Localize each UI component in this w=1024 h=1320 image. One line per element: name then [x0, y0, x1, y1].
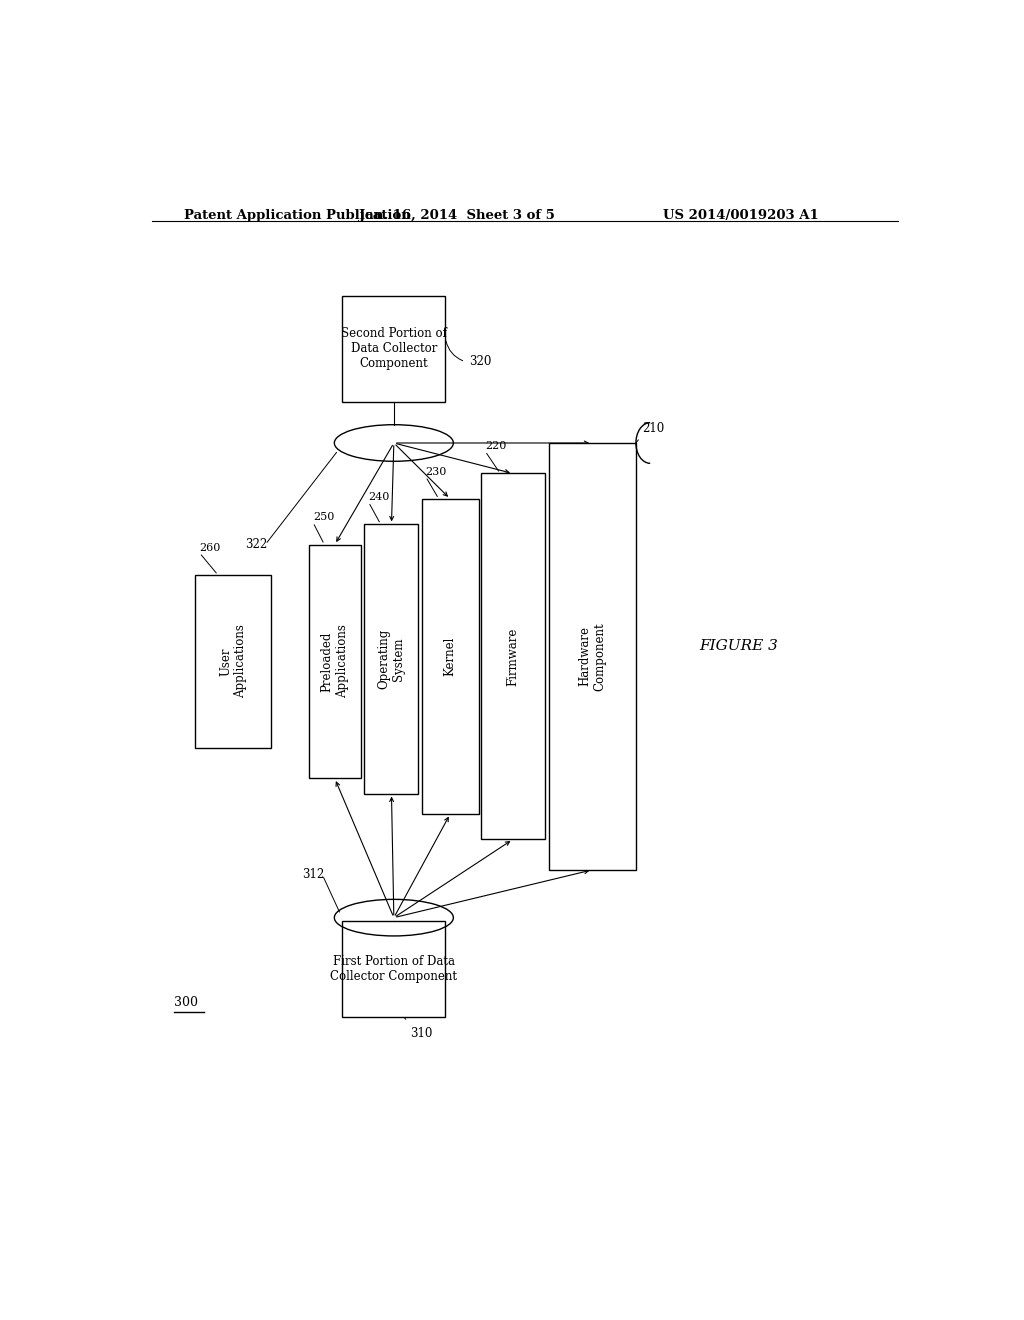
Text: 250: 250 — [313, 512, 334, 523]
Text: 260: 260 — [200, 543, 221, 553]
Bar — [342, 296, 445, 403]
Text: First Portion of Data
Collector Component: First Portion of Data Collector Componen… — [331, 954, 458, 983]
Bar — [309, 545, 360, 779]
Text: 300: 300 — [174, 995, 198, 1008]
Text: Patent Application Publication: Patent Application Publication — [183, 209, 411, 222]
Text: 312: 312 — [303, 869, 325, 882]
Text: Kernel: Kernel — [443, 636, 457, 676]
Text: Operating
System: Operating System — [378, 628, 406, 689]
Text: FIGURE 3: FIGURE 3 — [699, 639, 778, 653]
Bar — [342, 921, 445, 1018]
Bar — [422, 499, 479, 814]
Text: 310: 310 — [410, 1027, 432, 1040]
Text: Hardware
Component: Hardware Component — [579, 622, 606, 690]
Text: Second Portion of
Data Collector
Component: Second Portion of Data Collector Compone… — [341, 327, 446, 371]
Text: 220: 220 — [485, 441, 507, 451]
Bar — [549, 444, 636, 870]
Text: 320: 320 — [469, 355, 492, 368]
Text: 230: 230 — [426, 466, 446, 477]
Text: Jan. 16, 2014  Sheet 3 of 5: Jan. 16, 2014 Sheet 3 of 5 — [359, 209, 555, 222]
Text: US 2014/0019203 A1: US 2014/0019203 A1 — [663, 209, 818, 222]
Text: 210: 210 — [642, 422, 665, 434]
Bar — [365, 524, 419, 793]
Text: Firmware: Firmware — [507, 627, 519, 685]
Text: Preloaded
Applications: Preloaded Applications — [321, 624, 349, 698]
Text: User
Applications: User Applications — [219, 624, 247, 698]
Text: 322: 322 — [246, 539, 267, 552]
Text: 240: 240 — [369, 492, 390, 502]
Bar — [196, 576, 270, 748]
Bar — [481, 474, 545, 840]
